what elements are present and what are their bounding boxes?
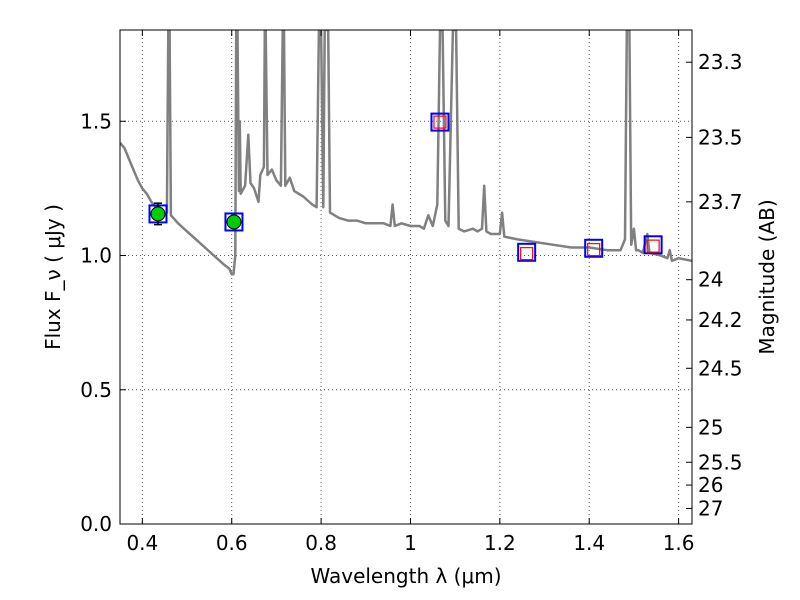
x-tick-label: 0.8 <box>305 531 337 555</box>
right-tick-label: 27 <box>698 496 723 520</box>
model-square <box>643 235 663 255</box>
plot-frame <box>119 29 693 525</box>
x-tick-label: 1.4 <box>573 531 605 555</box>
grid-layer <box>120 30 692 525</box>
tick-layer: 0.4 0.6 0.8 1 1.2 1.4 1.6 0.0 0.5 1.0 1.5 23.3 23.5 2… <box>80 30 743 555</box>
right-tick-label: 23.7 <box>698 190 743 214</box>
y-tick-label: 1.0 <box>80 244 112 268</box>
marker-layer <box>148 112 663 262</box>
y-axis-title: Flux F_ν ( μJy ) <box>41 204 65 350</box>
y-tick-label: 1.5 <box>80 109 112 133</box>
spectrum-line <box>120 30 692 276</box>
y-tick-label: 0.5 <box>80 378 112 402</box>
x-tick-label: 1.2 <box>484 531 516 555</box>
spectrum-layer <box>120 30 692 276</box>
right-axis-title: Magnitude (AB) <box>755 199 779 354</box>
right-tick-label: 25.5 <box>698 450 743 474</box>
model-square <box>224 212 244 232</box>
x-tick-label: 0.4 <box>126 531 158 555</box>
x-tick-label: 1.6 <box>663 531 695 555</box>
right-tick-label: 23.5 <box>698 125 743 149</box>
x-tick-label: 1 <box>404 531 417 555</box>
right-tick-label: 24.2 <box>698 308 743 332</box>
x-axis-title: Wavelength λ (μm) <box>310 564 501 588</box>
x-tick-label: 0.6 <box>216 531 248 555</box>
observed-point <box>150 206 166 222</box>
right-tick-label: 24.5 <box>698 356 743 380</box>
model-square <box>430 112 450 132</box>
right-tick-label: 25 <box>698 415 723 439</box>
right-tick-label: 23.3 <box>698 50 743 74</box>
model-square <box>584 238 604 258</box>
y-tick-label: 0.0 <box>80 512 112 536</box>
photometry-square <box>587 243 601 257</box>
photometry-square <box>646 239 660 253</box>
model-square <box>517 242 537 262</box>
right-tick-label: 26 <box>698 473 723 497</box>
photometry-square <box>433 115 447 129</box>
observed-point <box>226 214 242 230</box>
right-tick-label: 24 <box>698 268 723 292</box>
photometry-square <box>520 247 534 261</box>
